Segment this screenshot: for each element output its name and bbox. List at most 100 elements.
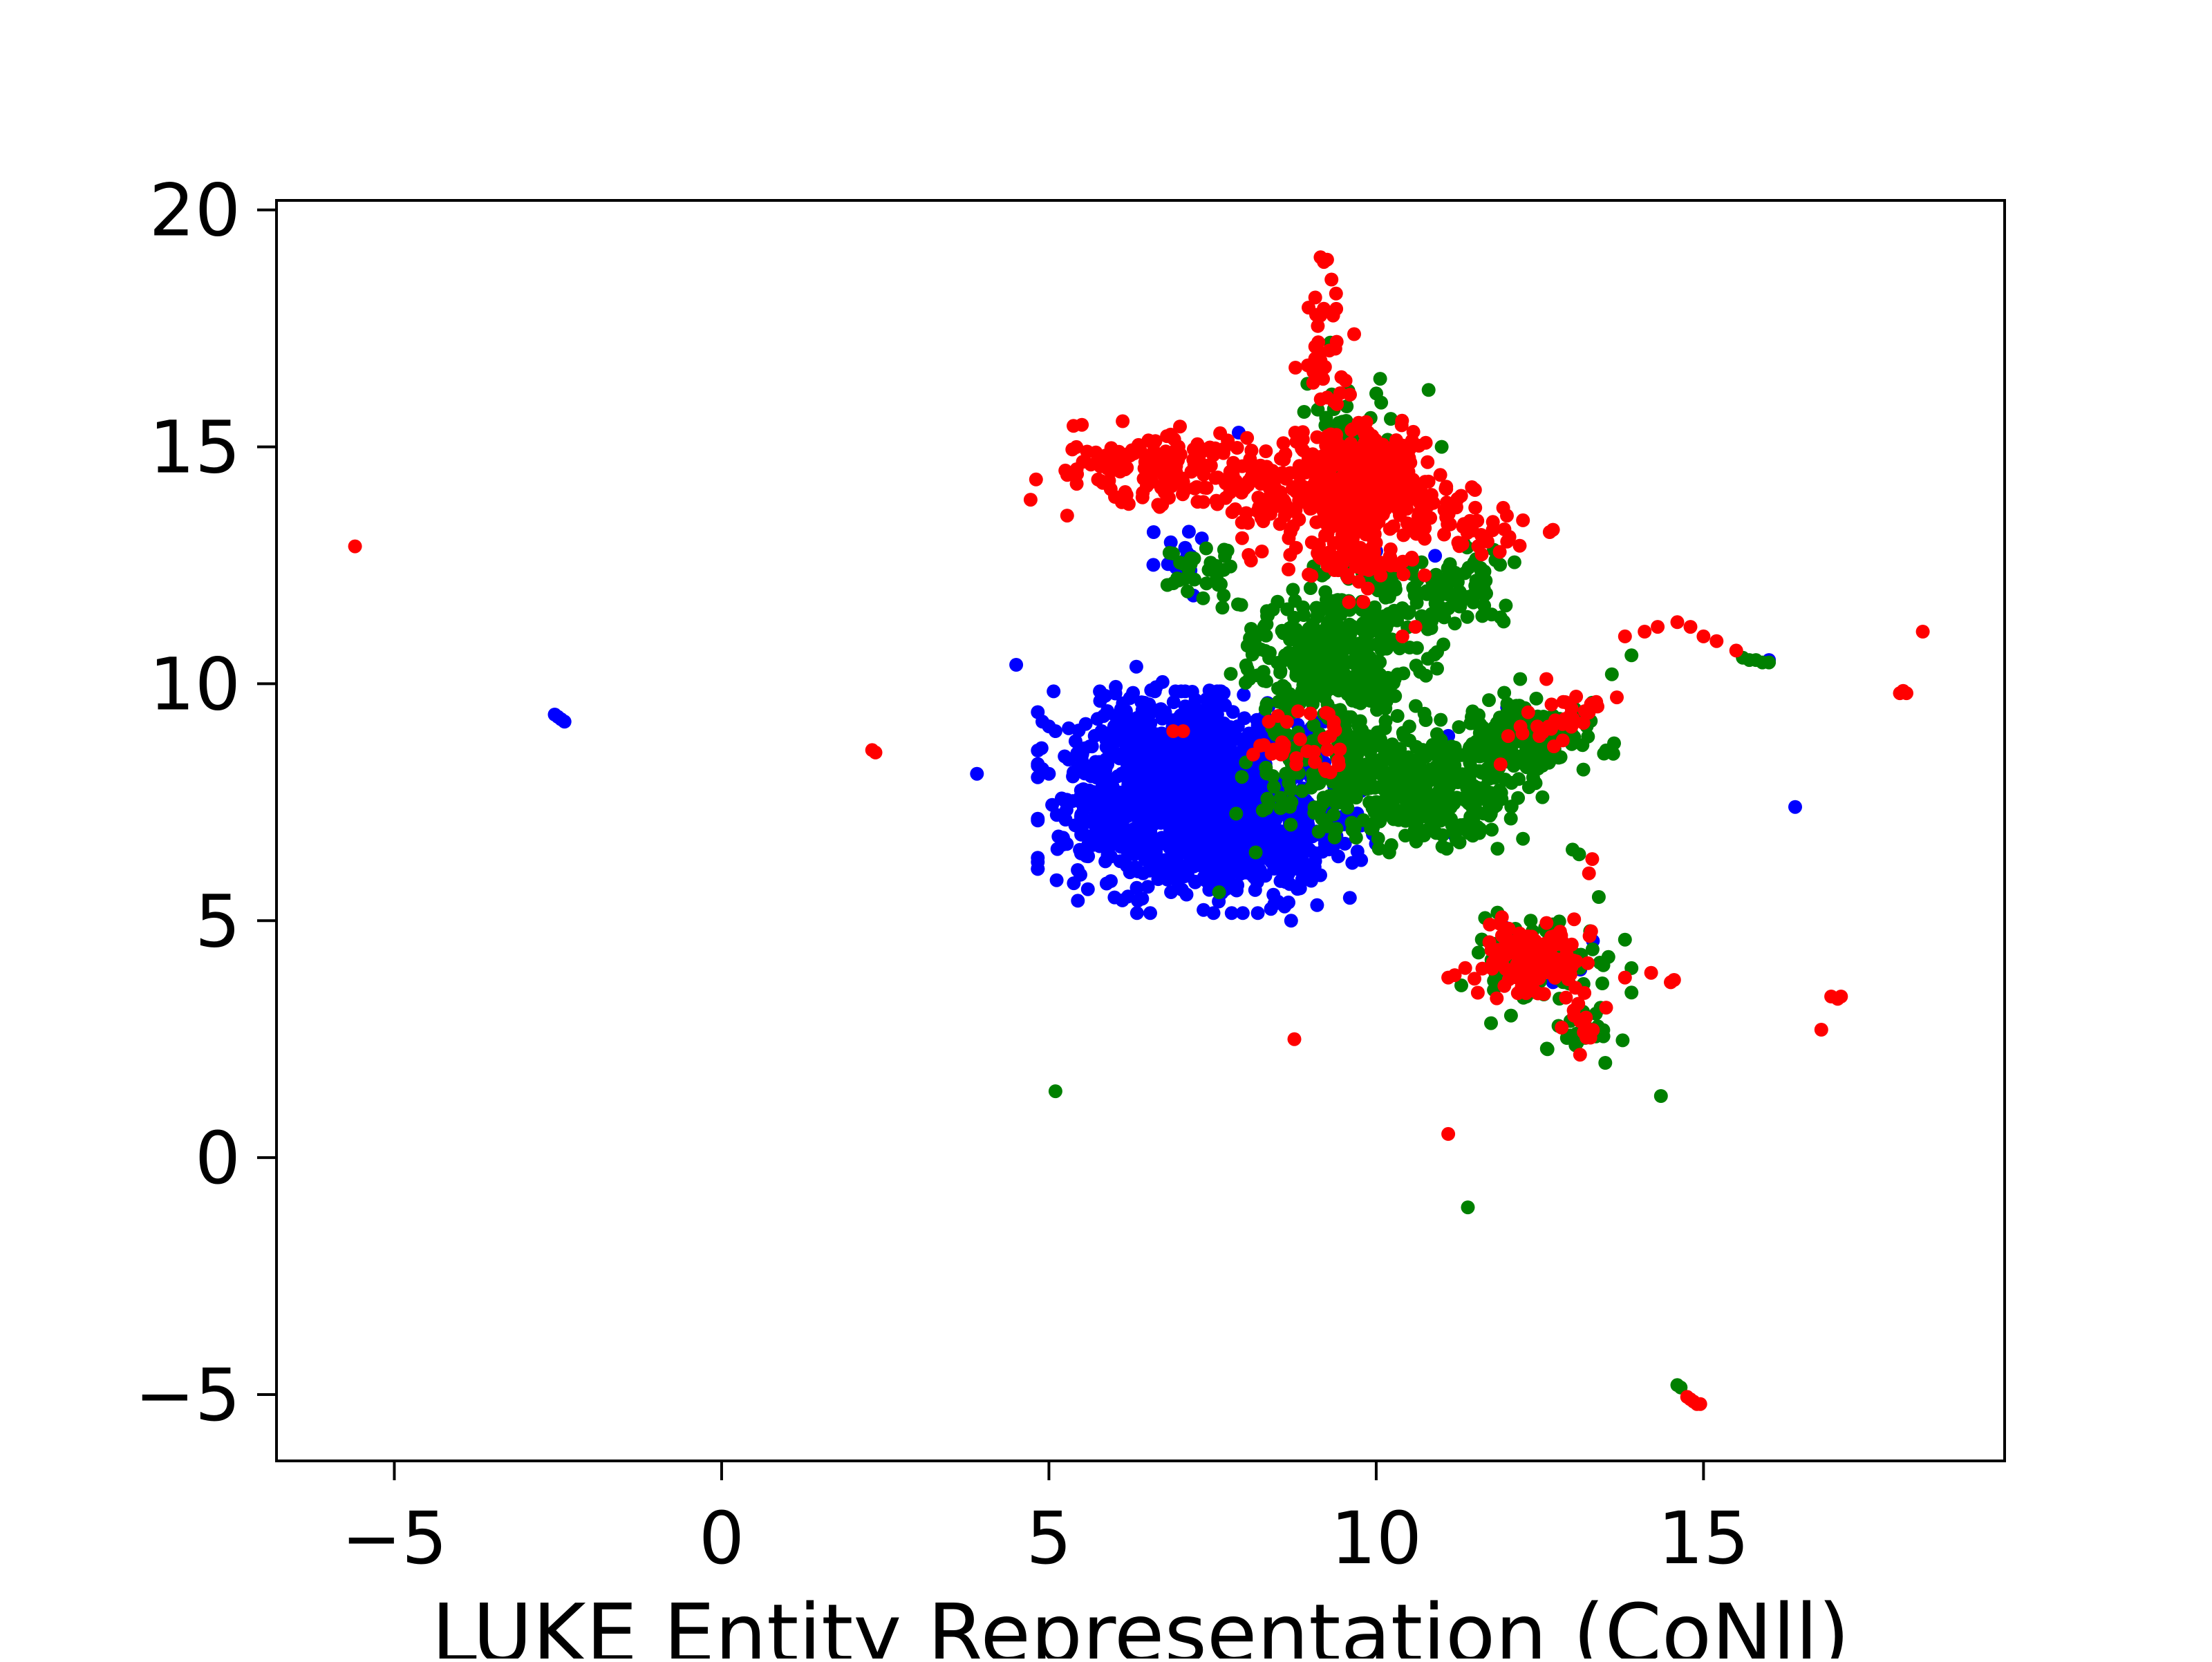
scatter-point xyxy=(1384,838,1398,852)
scatter-point xyxy=(1500,534,1515,549)
scatter-point xyxy=(1190,495,1205,509)
scatter-point xyxy=(1395,629,1409,643)
scatter-point xyxy=(1460,610,1474,624)
scatter-point xyxy=(1418,668,1433,683)
scatter-point xyxy=(1435,771,1450,785)
scatter-point xyxy=(1512,772,1526,786)
scatter-point xyxy=(1358,441,1373,455)
scatter-point xyxy=(1361,736,1376,750)
scatter-point xyxy=(1160,429,1174,444)
scatter-point xyxy=(1512,965,1526,979)
scatter-point xyxy=(1344,815,1359,830)
scatter-point xyxy=(1396,528,1411,542)
scatter-point xyxy=(1206,872,1221,887)
scatter-point xyxy=(1142,863,1156,878)
scatter-point xyxy=(1212,885,1226,900)
scatter-point xyxy=(1094,833,1109,847)
scatter-point xyxy=(1374,752,1389,766)
scatter-point xyxy=(1310,470,1324,484)
scatter-point xyxy=(1371,514,1385,529)
scatter-point xyxy=(1429,826,1443,840)
scatter-point xyxy=(1328,446,1342,461)
scatter-point xyxy=(1257,619,1271,634)
scatter-point xyxy=(1390,466,1405,480)
scatter-point xyxy=(1500,932,1515,947)
scatter-point xyxy=(1130,906,1144,920)
scatter-point xyxy=(1329,504,1344,518)
scatter-point xyxy=(1582,706,1596,720)
scatter-point xyxy=(1434,712,1448,727)
scatter-point xyxy=(1399,755,1413,770)
scatter-point xyxy=(1141,880,1155,894)
scatter-point xyxy=(1567,912,1582,927)
scatter-point xyxy=(1585,942,1600,956)
scatter-point xyxy=(1138,773,1153,788)
scatter-point xyxy=(1312,549,1327,563)
scatter-point xyxy=(1230,441,1244,455)
scatter-point xyxy=(1029,472,1043,487)
scatter-point xyxy=(1047,684,1061,699)
scatter-point xyxy=(1142,797,1156,811)
scatter-point xyxy=(1297,405,1311,419)
scatter-point xyxy=(1131,438,1145,453)
scatter-point xyxy=(1141,717,1155,730)
scatter-point xyxy=(1074,825,1089,840)
scatter-point xyxy=(1788,800,1802,814)
scatter-point xyxy=(1343,388,1357,402)
scatter-point xyxy=(1484,1016,1498,1030)
scatter-point xyxy=(1582,866,1596,880)
scatter-point xyxy=(1181,562,1196,576)
scatter-point xyxy=(1252,500,1266,514)
scatter-point xyxy=(1403,492,1418,507)
scatter-point xyxy=(1286,625,1300,640)
scatter-point xyxy=(1624,985,1639,1000)
scatter-point xyxy=(1289,435,1304,449)
scatter-point xyxy=(1191,793,1206,807)
scatter-point xyxy=(1638,625,1652,639)
scatter-point xyxy=(1521,705,1535,719)
scatter-point xyxy=(1501,729,1515,744)
scatter-point xyxy=(1177,819,1192,833)
scatter-point xyxy=(1516,831,1530,846)
scatter-point xyxy=(1259,801,1274,815)
scatter-point xyxy=(1482,935,1497,950)
scatter-point xyxy=(1378,492,1393,507)
scatter-point xyxy=(1318,449,1332,464)
y-tick-label: 0 xyxy=(195,1116,241,1200)
scatter-point xyxy=(1327,807,1341,822)
scatter-point xyxy=(1320,252,1334,267)
scatter-point xyxy=(1507,555,1521,569)
scatter-point xyxy=(1468,500,1483,515)
scatter-point xyxy=(1162,767,1177,782)
scatter-point xyxy=(1067,765,1080,780)
scatter-point xyxy=(1048,724,1062,738)
scatter-point xyxy=(1308,351,1322,366)
scatter-point xyxy=(1273,791,1288,805)
scatter-point xyxy=(1303,581,1318,595)
scatter-point xyxy=(1144,683,1159,697)
scatter-point xyxy=(1443,757,1457,771)
scatter-point xyxy=(1496,500,1510,515)
scatter-point xyxy=(1228,502,1242,516)
scatter-point xyxy=(1105,737,1120,751)
scatter-point xyxy=(1566,1003,1581,1018)
scatter-point xyxy=(1371,622,1385,636)
scatter-point xyxy=(1262,845,1276,860)
scatter-point xyxy=(1360,673,1375,688)
scatter-point xyxy=(1176,487,1190,502)
scatter-point xyxy=(1295,665,1309,679)
scatter-point xyxy=(1202,848,1217,862)
scatter-point xyxy=(1524,914,1538,928)
scatter-point xyxy=(1573,1048,1587,1062)
scatter-point xyxy=(1071,863,1085,877)
scatter-point xyxy=(1461,795,1476,810)
scatter-point xyxy=(1289,645,1304,659)
scatter-point xyxy=(1477,565,1492,578)
scatter-point xyxy=(1485,515,1500,529)
scatter-point xyxy=(1367,545,1382,560)
scatter-point xyxy=(1421,383,1436,397)
scatter-point xyxy=(1146,558,1161,572)
scatter-point xyxy=(1170,572,1184,585)
x-tick-label: 0 xyxy=(699,1496,744,1580)
